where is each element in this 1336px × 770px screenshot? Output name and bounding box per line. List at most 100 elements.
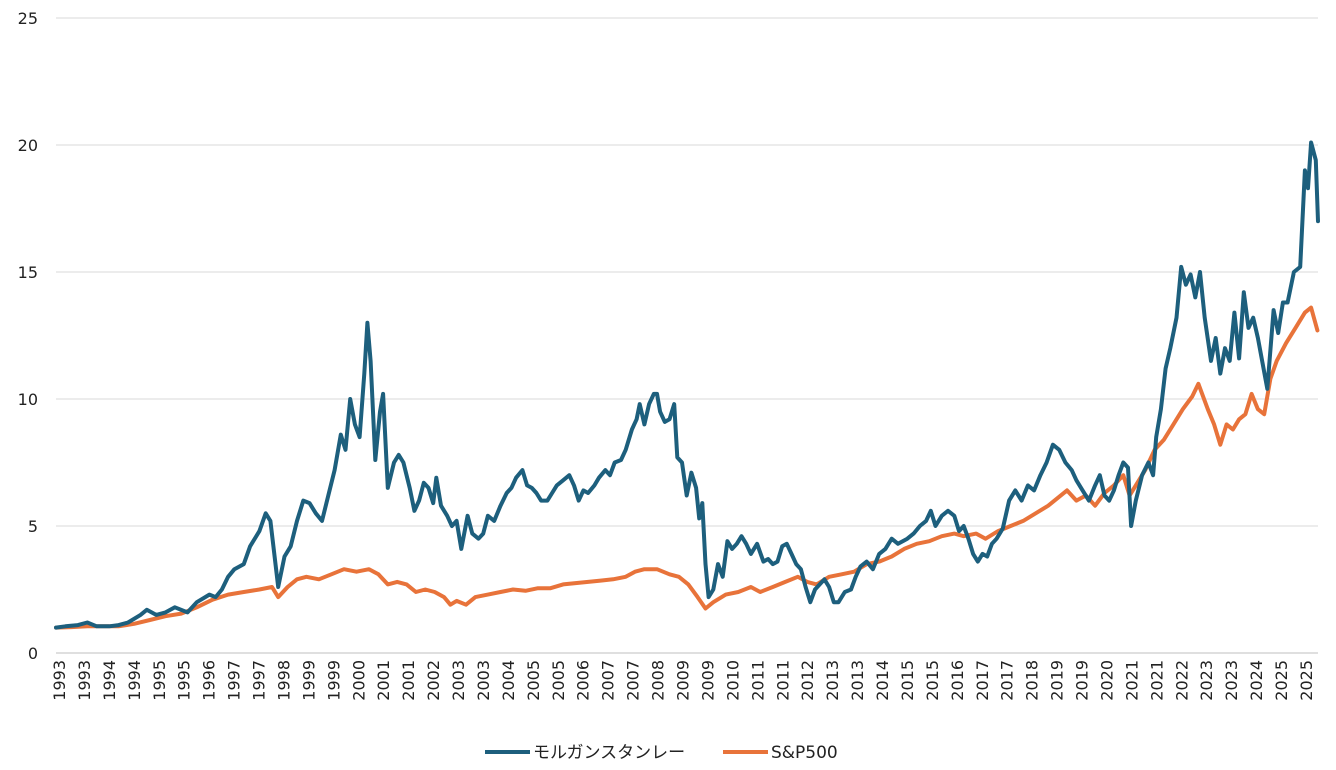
x-tick: 2023 bbox=[1222, 660, 1241, 701]
x-tick-label: 2013 bbox=[848, 660, 867, 701]
x-tick: 2022 bbox=[1172, 660, 1191, 701]
x-tick-label: 1995 bbox=[150, 660, 169, 701]
x-tick: 2008 bbox=[649, 660, 668, 701]
x-tick: 2001 bbox=[374, 660, 393, 701]
y-tick-label: 15 bbox=[18, 263, 38, 282]
x-tick-label: 2006 bbox=[574, 660, 593, 701]
x-tick: 1993 bbox=[75, 660, 94, 701]
x-tick: 2017 bbox=[973, 660, 992, 701]
x-tick: 1998 bbox=[275, 660, 294, 701]
x-tick: 2018 bbox=[1023, 660, 1042, 701]
x-tick: 2011 bbox=[748, 660, 767, 701]
x-tick-label: 2023 bbox=[1222, 660, 1241, 701]
x-tick-label: 2007 bbox=[624, 660, 643, 701]
series-line-sp500 bbox=[54, 305, 1320, 630]
x-tick-label: 2022 bbox=[1172, 660, 1191, 701]
legend-label-morgan-stanley: モルガンスタンレー bbox=[533, 743, 685, 763]
x-axis-tick-labels: 1993 1993 1994 1994 1995 1995 1996 1997 1997 1998… bbox=[50, 660, 1316, 701]
y-tick-label: 25 bbox=[18, 9, 38, 28]
x-tick-label: 2012 bbox=[798, 660, 817, 701]
x-tick-label: 2023 bbox=[1197, 660, 1216, 701]
x-tick-label: 1998 bbox=[275, 660, 294, 701]
x-tick-label: 2013 bbox=[823, 660, 842, 701]
x-tick-label: 1993 bbox=[75, 660, 94, 701]
x-tick-label: 2025 bbox=[1297, 660, 1316, 701]
x-tick: 2013 bbox=[823, 660, 842, 701]
x-tick-label: 2017 bbox=[998, 660, 1017, 701]
x-tick-label: 2000 bbox=[349, 660, 368, 701]
x-tick-label: 2024 bbox=[1247, 660, 1266, 701]
x-tick-label: 2011 bbox=[748, 660, 767, 701]
x-tick-label: 2025 bbox=[1272, 660, 1291, 701]
y-tick-label: 20 bbox=[18, 136, 38, 155]
x-tick: 2009 bbox=[674, 660, 693, 701]
x-tick: 2016 bbox=[948, 660, 967, 701]
series-lines bbox=[54, 140, 1320, 630]
x-tick-label: 1994 bbox=[125, 660, 144, 701]
x-tick: 2019 bbox=[1073, 660, 1092, 701]
x-tick: 2003 bbox=[474, 660, 493, 701]
x-tick-label: 2014 bbox=[873, 660, 892, 701]
x-tick: 2000 bbox=[349, 660, 368, 701]
x-tick: 2003 bbox=[449, 660, 468, 701]
x-tick: 2005 bbox=[549, 660, 568, 701]
x-tick-label: 1999 bbox=[299, 660, 318, 701]
x-tick-label: 1997 bbox=[225, 660, 244, 701]
x-tick-label: 1999 bbox=[324, 660, 343, 701]
x-tick: 2021 bbox=[1147, 660, 1166, 701]
series-line-morgan-stanley bbox=[54, 140, 1320, 630]
x-tick: 2002 bbox=[424, 660, 443, 701]
x-tick: 2009 bbox=[698, 660, 717, 701]
x-tick-label: 2001 bbox=[399, 660, 418, 701]
x-tick-label: 2004 bbox=[499, 660, 518, 701]
legend: モルガンスタンレー S&P500 bbox=[485, 743, 838, 763]
y-tick-label: 5 bbox=[28, 517, 38, 536]
y-axis-tick-labels: 0 5 10 15 20 25 bbox=[18, 9, 38, 663]
x-tick: 2007 bbox=[624, 660, 643, 701]
x-tick-label: 2002 bbox=[424, 660, 443, 701]
x-tick-label: 2021 bbox=[1147, 660, 1166, 701]
x-tick: 2017 bbox=[998, 660, 1017, 701]
x-tick: 1995 bbox=[175, 660, 194, 701]
y-tick-label: 0 bbox=[28, 644, 38, 663]
x-tick-label: 2021 bbox=[1122, 660, 1141, 701]
x-tick-label: 1997 bbox=[250, 660, 269, 701]
x-tick-label: 2005 bbox=[549, 660, 568, 701]
x-tick-label: 2016 bbox=[948, 660, 967, 701]
x-tick: 1997 bbox=[225, 660, 244, 701]
x-tick-label: 2009 bbox=[674, 660, 693, 701]
x-tick: 2015 bbox=[923, 660, 942, 701]
x-tick-label: 2003 bbox=[449, 660, 468, 701]
x-tick: 2025 bbox=[1297, 660, 1316, 701]
x-tick: 2019 bbox=[1048, 660, 1067, 701]
x-tick: 2004 bbox=[499, 660, 518, 701]
x-tick: 1994 bbox=[125, 660, 144, 701]
x-tick: 2011 bbox=[773, 660, 792, 701]
x-tick-label: 2018 bbox=[1023, 660, 1042, 701]
x-tick-label: 2020 bbox=[1098, 660, 1117, 701]
x-tick: 1994 bbox=[100, 660, 119, 701]
x-tick: 2012 bbox=[798, 660, 817, 701]
x-tick-label: 1995 bbox=[175, 660, 194, 701]
x-tick: 2006 bbox=[574, 660, 593, 701]
x-tick-label: 2011 bbox=[773, 660, 792, 701]
x-tick-label: 2015 bbox=[923, 660, 942, 701]
x-tick-label: 2007 bbox=[599, 660, 618, 701]
x-tick-label: 2005 bbox=[524, 660, 543, 701]
x-tick: 2015 bbox=[898, 660, 917, 701]
x-tick: 1993 bbox=[50, 660, 69, 701]
x-tick: 2021 bbox=[1122, 660, 1141, 701]
x-tick: 2020 bbox=[1098, 660, 1117, 701]
x-tick: 1997 bbox=[250, 660, 269, 701]
x-tick-label: 2009 bbox=[698, 660, 717, 701]
y-tick-label: 10 bbox=[18, 390, 38, 409]
x-tick-label: 1993 bbox=[50, 660, 69, 701]
legend-label-sp500: S&P500 bbox=[771, 743, 838, 763]
x-tick-label: 2008 bbox=[649, 660, 668, 701]
x-tick: 2005 bbox=[524, 660, 543, 701]
x-tick: 1999 bbox=[324, 660, 343, 701]
x-tick-label: 2001 bbox=[374, 660, 393, 701]
x-tick-label: 2003 bbox=[474, 660, 493, 701]
x-tick-label: 2017 bbox=[973, 660, 992, 701]
